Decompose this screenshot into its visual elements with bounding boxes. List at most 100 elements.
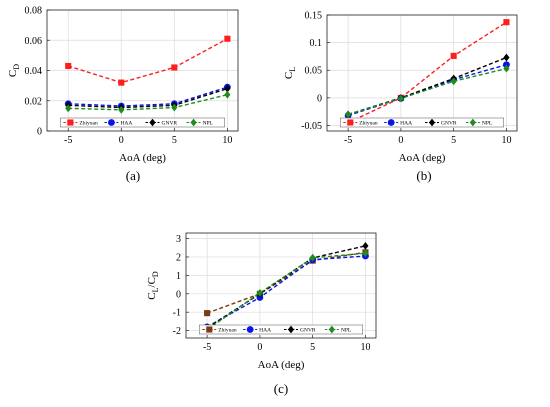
- series-npl: [345, 64, 510, 119]
- legend-label: HAA: [120, 121, 132, 127]
- legend-marker: [328, 325, 335, 334]
- legend-label: HAA: [259, 328, 271, 334]
- series-line: [206, 255, 366, 328]
- series-line: [347, 56, 507, 116]
- legend-box: [60, 117, 225, 128]
- legend-marker: [387, 119, 395, 126]
- x-tick-label: 5: [172, 135, 177, 146]
- x-tick-label: 10: [360, 342, 370, 353]
- legend-label: GNVR: [441, 121, 457, 127]
- legend-marker: [206, 326, 213, 333]
- plot-frame: [326, 14, 518, 132]
- series-line: [347, 64, 507, 117]
- data-point: [450, 52, 457, 59]
- legend-label: GNVR: [162, 121, 178, 127]
- series-line: [347, 67, 507, 116]
- y-tick-label: -0.05: [301, 121, 322, 132]
- x-tick-label: 0: [257, 342, 262, 353]
- y-tick-label: 1: [176, 271, 181, 282]
- data-point: [224, 90, 231, 99]
- legend-marker: [246, 326, 254, 333]
- x-tick-label: 0: [398, 135, 403, 146]
- legend-label: Zhiyuan: [359, 121, 378, 127]
- legend-marker: [347, 119, 354, 126]
- y-tick-label: 0.02: [25, 96, 43, 107]
- data-point: [309, 253, 316, 262]
- x-tick-label: 0: [119, 135, 124, 146]
- y-tick-label: -2: [173, 326, 181, 337]
- legend-label: GNVR: [300, 328, 316, 334]
- y-tick-label: 0.06: [25, 36, 43, 47]
- x-tick-label: 10: [501, 135, 511, 146]
- legend-marker: [190, 118, 197, 127]
- series-npl: [65, 90, 231, 114]
- series-line: [68, 87, 228, 109]
- legend-label: NPL: [341, 328, 352, 334]
- data-point: [503, 64, 510, 73]
- x-axis-label: AoA (deg): [258, 359, 305, 371]
- x-tick-label: 5: [451, 135, 456, 146]
- legend-label: NPL: [203, 121, 214, 127]
- data-point: [397, 94, 404, 103]
- series-npl: [204, 249, 369, 334]
- legend-box: [199, 324, 363, 335]
- y-axis-label: CD: [7, 64, 21, 77]
- panel-label: (a): [126, 168, 140, 183]
- series-gnvr: [65, 84, 231, 112]
- legend-marker: [149, 118, 156, 127]
- y-tick-label: 0: [176, 289, 181, 300]
- chart-panel-b: -5 0 5 10 -0.05 0 0.05 0.1 0.15 AoA (deg) CL Zhiyua…: [283, 11, 518, 183]
- y-axis-label: CL/CD: [146, 271, 160, 300]
- legend-label: HAA: [400, 121, 412, 127]
- y-tick-label: 3: [176, 234, 181, 245]
- series-zhiyuan: [345, 19, 510, 126]
- legend-marker: [287, 325, 295, 334]
- y-tick-label: 0.04: [25, 66, 43, 77]
- series-line: [68, 94, 228, 111]
- y-tick-label: 0.05: [305, 66, 323, 77]
- x-axis-label: AoA (deg): [399, 152, 446, 164]
- legend-label: Zhiyuan: [79, 121, 98, 127]
- plot-frame: [185, 232, 377, 339]
- y-tick-label: 0: [37, 127, 42, 138]
- series-line: [68, 86, 228, 107]
- data-point: [450, 77, 457, 86]
- y-tick-label: 0.08: [25, 6, 43, 17]
- series-line: [68, 38, 228, 84]
- series-line: [347, 21, 507, 124]
- x-tick-label: -5: [203, 342, 211, 353]
- data-point: [65, 104, 72, 113]
- legend-label: Zhiyuan: [218, 328, 237, 334]
- data-point: [224, 35, 231, 42]
- legend-marker: [469, 118, 476, 127]
- legend: Zhiyuan HAA GNVR NPL: [60, 117, 225, 128]
- x-tick-label: -5: [64, 135, 72, 146]
- y-tick-label: 2: [176, 252, 181, 263]
- y-tick-label: 0.1: [310, 38, 323, 49]
- data-point: [256, 288, 263, 297]
- x-tick-label: 5: [310, 342, 315, 353]
- legend: Zhiyuan HAA GNVR NPL: [340, 117, 504, 128]
- data-point: [171, 64, 178, 71]
- y-tick-label: 0.15: [305, 11, 323, 22]
- legend-marker: [67, 119, 74, 126]
- data-point: [204, 310, 211, 317]
- data-point: [171, 103, 178, 112]
- data-point: [118, 79, 125, 86]
- data-point: [118, 105, 125, 114]
- x-tick-label: 10: [222, 135, 232, 146]
- x-axis-label: AoA (deg): [119, 152, 166, 164]
- y-tick-label: 0: [317, 93, 322, 104]
- data-point: [362, 249, 369, 258]
- data-point: [503, 19, 510, 26]
- legend-marker: [428, 118, 436, 127]
- legend-label: NPL: [482, 121, 493, 127]
- series-haa: [203, 252, 369, 331]
- x-tick-label: -5: [344, 135, 352, 146]
- series-line: [206, 252, 366, 331]
- data-point: [345, 110, 352, 119]
- y-axis-label: CL: [283, 67, 297, 79]
- series-zhiyuan: [65, 35, 231, 86]
- data-point: [503, 53, 510, 62]
